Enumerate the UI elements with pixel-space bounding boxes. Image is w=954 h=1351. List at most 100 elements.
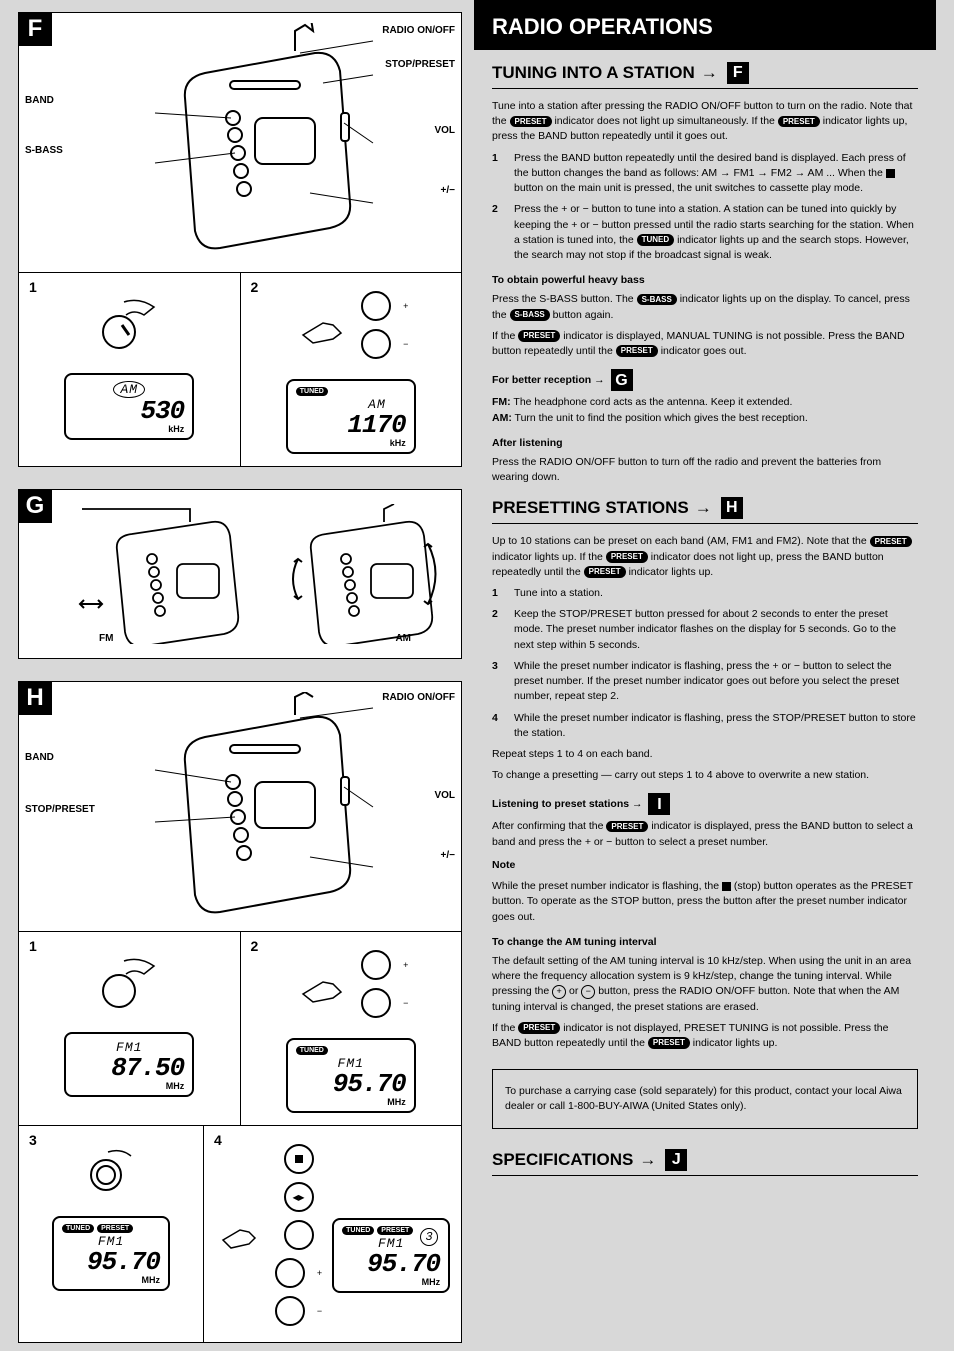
figure-g-label: G bbox=[18, 489, 52, 523]
minus-circle-icon: − bbox=[581, 985, 595, 999]
note-heading: Note bbox=[492, 858, 918, 873]
section-f-body: Tune into a station after pressing the R… bbox=[474, 99, 936, 485]
radio-operations-header: RADIO OPERATIONS bbox=[474, 0, 936, 50]
rew-button: ◂▸ bbox=[284, 1182, 314, 1212]
figure-h-step2: 2 + − TUNED FM1 95.70 MH bbox=[240, 932, 462, 1125]
step-number: 2 bbox=[251, 938, 259, 954]
step-number: 2 bbox=[251, 279, 259, 295]
lcd-freq: 95.70 bbox=[296, 1071, 406, 1097]
plus-button bbox=[275, 1258, 305, 1288]
preset-pill: PRESET bbox=[616, 345, 658, 357]
lcd-freq: 530 bbox=[74, 398, 184, 424]
lcd-unit: kHz bbox=[74, 424, 184, 434]
ref-h-icon: H bbox=[721, 497, 743, 519]
fm-label: FM bbox=[99, 633, 113, 644]
carrying-case-box: To purchase a carrying case (sold separa… bbox=[492, 1069, 918, 1128]
after-listening-body: Press the RADIO ON/OFF button to turn of… bbox=[492, 455, 918, 485]
callout-band: BAND bbox=[25, 95, 54, 106]
minus-button bbox=[275, 1296, 305, 1326]
lcd-freq: 95.70 bbox=[342, 1251, 440, 1277]
lcd-freq: 87.50 bbox=[74, 1055, 184, 1081]
tuned-tag: TUNED bbox=[296, 387, 328, 396]
stop-icon bbox=[722, 882, 731, 891]
step-number: 1 bbox=[29, 938, 37, 954]
device-illustration bbox=[135, 23, 375, 263]
step-text: Keep the STOP/PRESET button pressed for … bbox=[514, 607, 918, 653]
blank-button bbox=[284, 1220, 314, 1250]
figure-g: G FM bbox=[18, 489, 462, 659]
step-text: Press the BAND button repeatedly until t… bbox=[514, 151, 918, 197]
preset-tag: PRESET bbox=[377, 1226, 413, 1235]
text-column: RADIO OPERATIONS TUNING INTO A STATION →… bbox=[474, 0, 936, 1343]
figure-h-steps-34: 3 TUNED PRESET FM1 bbox=[19, 1126, 461, 1342]
lcd-freq: 1170 bbox=[296, 412, 406, 438]
callout-plusminus: +/− bbox=[441, 850, 455, 861]
callout-radio-onoff: RADIO ON/OFF bbox=[382, 692, 455, 703]
sbass-body: Press the S-BASS button. The S-BASS indi… bbox=[492, 292, 918, 322]
step-text: Press the + or − button to tune into a s… bbox=[514, 202, 918, 263]
press-hold-icon bbox=[76, 1140, 146, 1200]
lcd-h4: TUNED PRESET 3 FM1 95.70 MHz bbox=[332, 1218, 450, 1293]
interval-heading: To change the AM tuning interval bbox=[492, 935, 918, 950]
stop-icon bbox=[886, 169, 895, 178]
callout-plusminus: +/− bbox=[441, 185, 455, 196]
step-number: 1 bbox=[29, 279, 37, 295]
step-text: Tune into a station. bbox=[514, 586, 603, 601]
lcd-h2: TUNED FM1 95.70 MHz bbox=[286, 1038, 416, 1113]
sbass-heading: To obtain powerful heavy bass bbox=[492, 273, 918, 288]
callout-vol: VOL bbox=[434, 125, 455, 136]
ref-i-icon: I bbox=[648, 793, 670, 815]
note-body: While the preset number indicator is fla… bbox=[492, 879, 918, 925]
device-am-icon bbox=[268, 504, 438, 644]
press-band-icon bbox=[84, 946, 174, 1016]
lcd-h1: FM1 87.50 MHz bbox=[64, 1032, 194, 1097]
better-reception-heading: For better reception → G bbox=[492, 369, 918, 391]
minus-button bbox=[361, 988, 391, 1018]
lcd-freq: 95.70 bbox=[62, 1249, 160, 1275]
device-fm-icon bbox=[72, 504, 242, 644]
preset-pill: PRESET bbox=[518, 330, 560, 342]
figures-column: F bbox=[0, 0, 462, 1343]
preset-pill: PRESET bbox=[778, 116, 820, 128]
pointing-hand-icon bbox=[215, 1180, 265, 1290]
fm-reception: FM bbox=[59, 500, 255, 648]
plus-circle-icon: + bbox=[552, 985, 566, 999]
step-text: While the preset number indicator is fla… bbox=[514, 659, 918, 705]
after-listening-heading: After listening bbox=[492, 436, 918, 451]
section-j-title: SPECIFICATIONS → J bbox=[492, 1143, 918, 1176]
ref-j-icon: J bbox=[665, 1149, 687, 1171]
figure-f-device-panel: RADIO ON/OFF STOP/PRESET BAND S-BASS VOL… bbox=[19, 13, 461, 273]
preset-note: If the PRESET indicator is displayed, MA… bbox=[492, 329, 918, 359]
preset-pill: PRESET bbox=[606, 821, 648, 833]
preset-pill: PRESET bbox=[606, 551, 648, 563]
figure-h: H bbox=[18, 681, 462, 1343]
plus-button bbox=[361, 950, 391, 980]
step-number: 3 bbox=[29, 1132, 37, 1148]
callout-stop-preset: STOP/PRESET bbox=[385, 59, 455, 70]
tuned-tag: TUNED bbox=[62, 1224, 94, 1233]
lcd-f1: AM 530 kHz bbox=[64, 373, 194, 440]
preset-pill: PRESET bbox=[584, 566, 626, 578]
step-text: While the preset number indicator is fla… bbox=[514, 711, 918, 741]
preset-tag: PRESET bbox=[97, 1224, 133, 1233]
sbass-pill: S-BASS bbox=[637, 294, 677, 306]
am-reception: AM bbox=[255, 500, 451, 648]
section-h-title: PRESETTING STATIONS → H bbox=[492, 491, 918, 524]
preset-pill: PRESET bbox=[648, 1037, 690, 1049]
preset-number: 3 bbox=[420, 1228, 438, 1246]
preset-pill: PRESET bbox=[870, 536, 912, 548]
figure-h-step3: 3 TUNED PRESET FM1 bbox=[19, 1126, 203, 1342]
sbass-pill: S-BASS bbox=[510, 309, 550, 321]
figure-f: F bbox=[18, 12, 462, 467]
callout-sbass: S-BASS bbox=[25, 145, 63, 156]
preset-off-note: If the PRESET indicator is not displayed… bbox=[492, 1021, 918, 1051]
pointing-hand-icon bbox=[293, 295, 353, 355]
callout-vol: VOL bbox=[434, 790, 455, 801]
listen-heading: Listening to preset stations → I bbox=[492, 793, 918, 815]
listen-body: After confirming that the PRESET indicat… bbox=[492, 819, 918, 849]
press-band-icon bbox=[84, 287, 174, 357]
h-repeat: Repeat steps 1 to 4 on each band. bbox=[492, 747, 918, 762]
device-illustration bbox=[135, 692, 375, 922]
h-intro: Up to 10 stations can be preset on each … bbox=[492, 534, 918, 580]
section-f-title: TUNING INTO A STATION → F bbox=[492, 56, 918, 89]
